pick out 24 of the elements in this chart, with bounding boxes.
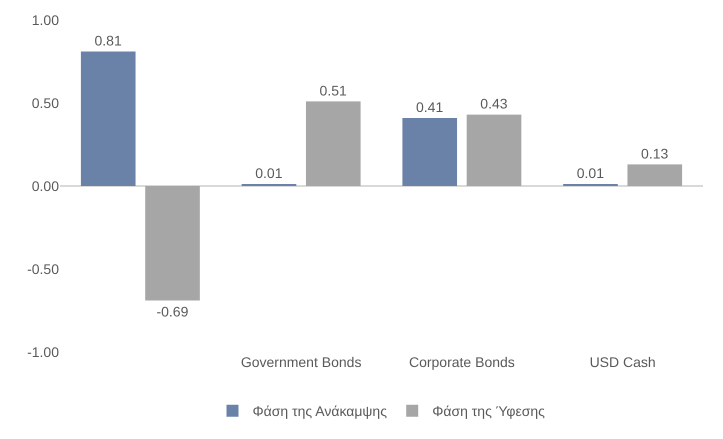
data-label: 0.13 (641, 145, 669, 162)
bar (80, 52, 136, 186)
bar (466, 114, 522, 186)
y-tick-label: -1.00 (27, 344, 60, 360)
data-label: 0.41 (416, 98, 444, 115)
legend-label: Φάση της Ανάκαμψης (252, 403, 388, 420)
bar (306, 101, 361, 186)
y-tick-label: -0.50 (27, 260, 60, 277)
y-tick-label: 0.50 (32, 94, 60, 111)
y-tick-label: 0.00 (32, 178, 60, 194)
bar (627, 164, 682, 186)
x-tick-label: USD Cash (590, 354, 656, 370)
y-tick-label: 1.00 (32, 12, 60, 28)
bar (402, 118, 458, 186)
data-label: 0.01 (576, 165, 604, 181)
data-label: 0.01 (255, 165, 283, 181)
data-label: 0.51 (320, 82, 348, 98)
data-label: 0.43 (480, 96, 508, 112)
data-label: -0.69 (156, 304, 189, 320)
bar (145, 186, 200, 301)
legend-label: Φάση της Ύφεσης (432, 403, 546, 420)
x-tick-label: Corporate Bonds (408, 354, 515, 370)
x-tick-label: Government Bonds (240, 354, 362, 370)
data-label: 0.81 (94, 32, 122, 49)
